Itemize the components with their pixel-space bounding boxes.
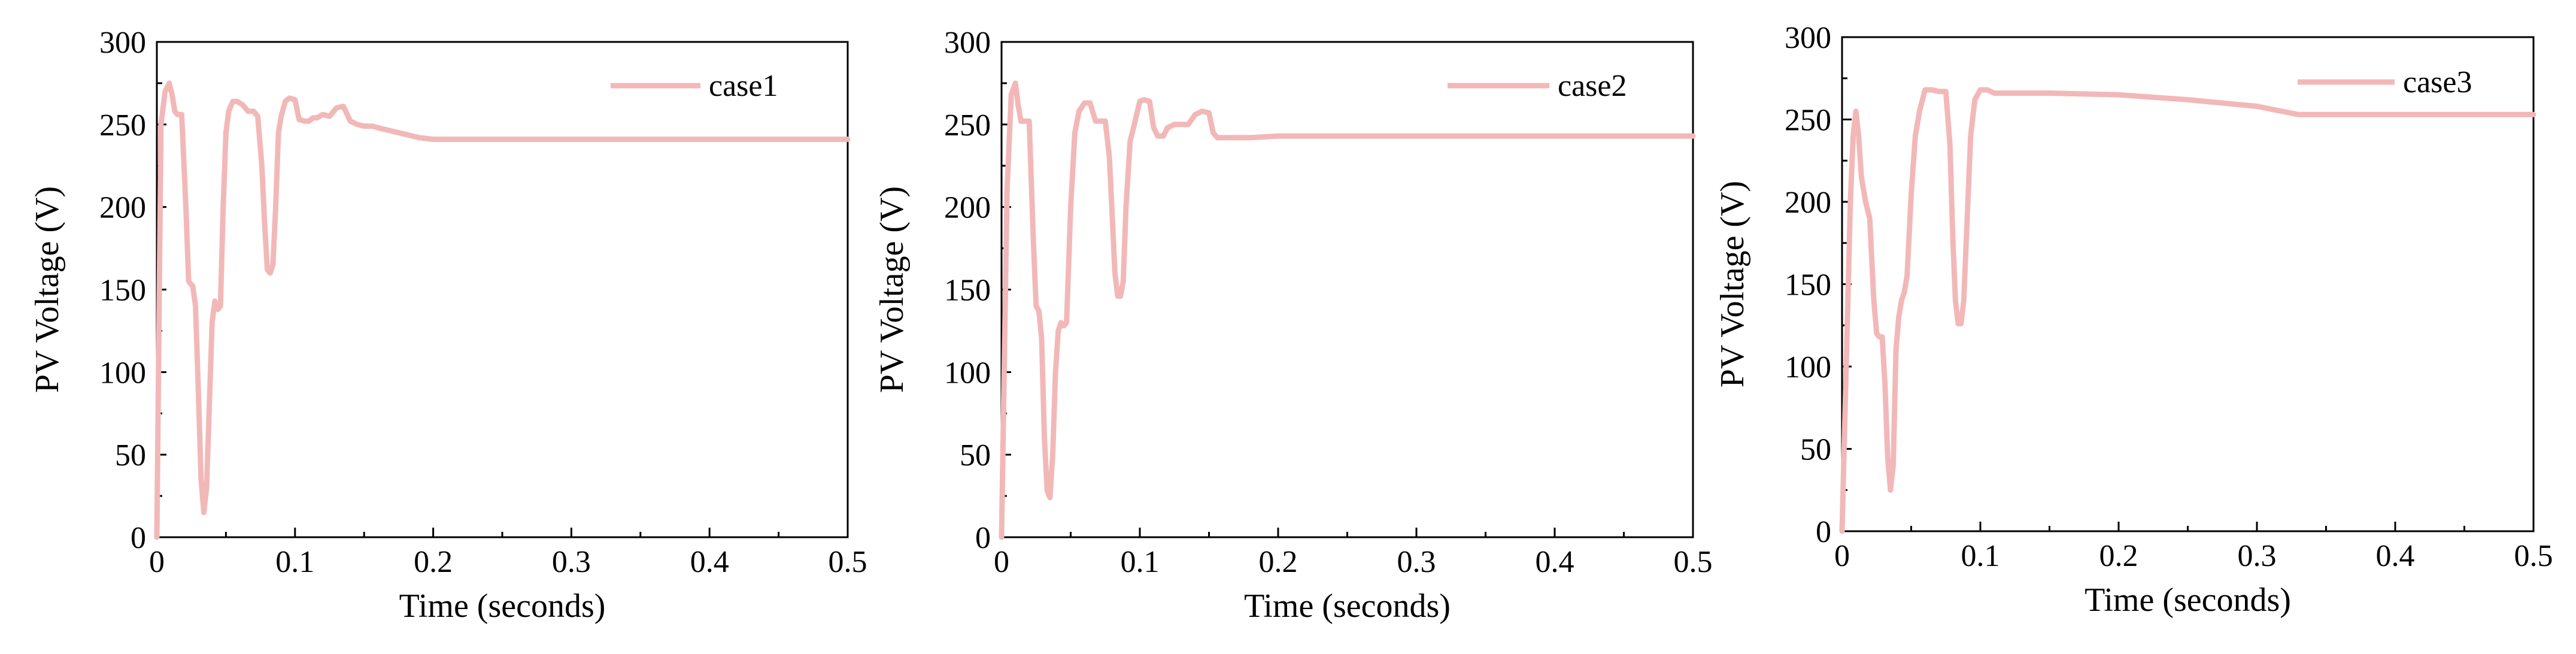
- chart-panel-2: 0 0.1 0.2 0.3 0.4 0.5 0 50 100 150 200 250 300 Time (…: [873, 26, 1713, 625]
- y-tick-label: 150: [944, 274, 991, 308]
- y-tick-label: 150: [1785, 268, 1831, 302]
- x-tick-label: 0.5: [2514, 539, 2553, 573]
- y-tick-label: 300: [1785, 21, 1831, 55]
- y-tick-label: 0: [1816, 515, 1831, 549]
- x-tick-label: 0.4: [2376, 539, 2415, 573]
- y-tick-label: 100: [944, 356, 991, 390]
- x-tick-label: 0.2: [414, 545, 453, 579]
- x-tick-label: 0: [994, 545, 1009, 579]
- y-tick-label: 300: [99, 26, 146, 60]
- x-tick-label: 0.2: [1259, 545, 1298, 579]
- y-tick-label: 200: [99, 191, 146, 225]
- x-axis-label: Time (seconds): [1244, 588, 1451, 625]
- x-tick-label: 0.4: [690, 545, 729, 579]
- series-line-case1: [154, 80, 851, 540]
- y-tick-label: 100: [99, 356, 146, 390]
- y-tick-label: 0: [131, 521, 146, 555]
- x-tick-label: 0.1: [275, 545, 314, 579]
- x-tick-label: 0.5: [829, 545, 867, 579]
- y-tick-label: 200: [1785, 186, 1831, 220]
- y-tick-label: 250: [1785, 104, 1831, 138]
- chart-panel-1: 0 0.1 0.2 0.3 0.4 0.5 0 50 100 150 200 250 300 Time (…: [29, 26, 867, 625]
- y-tick-label: 250: [99, 108, 146, 143]
- x-axis-label: Time (seconds): [399, 588, 606, 625]
- y-tick-label: 150: [99, 274, 146, 308]
- y-tick-label: 50: [1800, 433, 1831, 467]
- x-tick-label: 0.4: [1536, 545, 1574, 579]
- plot-frame: [156, 41, 849, 538]
- x-tick-label: 0.3: [1397, 545, 1436, 579]
- y-tick-label: 100: [1785, 350, 1831, 384]
- y-axis-label: PV Voltage (V): [1714, 181, 1751, 387]
- y-tick-label: 50: [960, 438, 991, 473]
- y-tick-label: 250: [944, 108, 991, 143]
- x-tick-label: 0.1: [1121, 545, 1160, 579]
- legend-label: case2: [1558, 69, 1627, 103]
- y-axis-label: PV Voltage (V): [873, 186, 911, 393]
- x-tick-label: 0.3: [2238, 539, 2277, 573]
- x-tick-label: 0.5: [1674, 545, 1713, 579]
- y-axis-label: PV Voltage (V): [29, 186, 66, 393]
- x-tick-label: 0.1: [1961, 539, 2000, 573]
- y-tick-label: 200: [944, 191, 991, 225]
- x-tick-label: 0: [149, 545, 165, 579]
- series-line-case3: [1839, 87, 2536, 534]
- x-tick-label: 0.2: [2099, 539, 2138, 573]
- y-tick-label: 50: [115, 438, 146, 473]
- series-line-case2: [999, 80, 1696, 540]
- legend-label: case1: [709, 69, 778, 103]
- x-tick-label: 0: [1834, 539, 1850, 573]
- y-tick-label: 300: [944, 26, 991, 60]
- x-tick-label: 0.3: [552, 545, 591, 579]
- x-axis-label: Time (seconds): [2085, 582, 2291, 619]
- legend-label: case3: [2403, 65, 2472, 99]
- y-tick-label: 0: [975, 521, 991, 555]
- chart-panel-3: 0 0.1 0.2 0.3 0.4 0.5 0 50 100 150 200 250 300 Time (…: [1714, 21, 2553, 619]
- plot-frame: [1000, 41, 1694, 538]
